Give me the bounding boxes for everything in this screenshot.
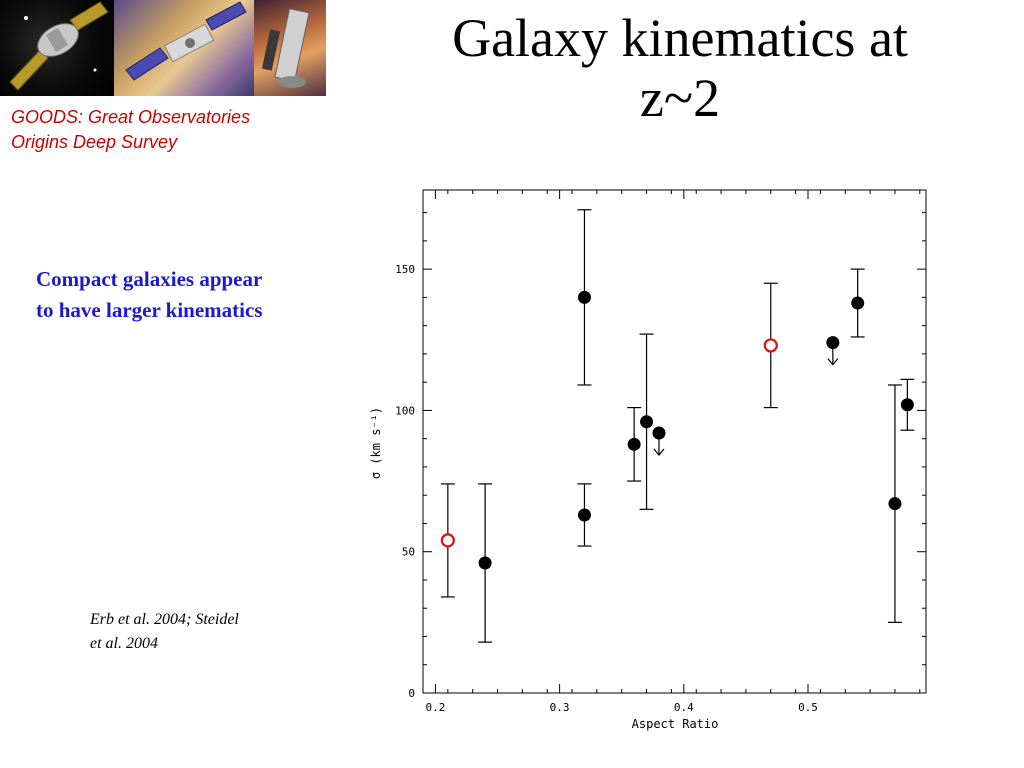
y-tick-label: 50 bbox=[402, 546, 415, 559]
data-point-filled bbox=[652, 426, 666, 440]
data-point-filled bbox=[577, 290, 591, 304]
data-point-open bbox=[440, 533, 455, 548]
data-point-filled bbox=[826, 336, 840, 350]
key-point-line-1: Compact galaxies appear bbox=[36, 267, 263, 291]
data-point-filled bbox=[900, 398, 914, 412]
slide-title: Galaxy kinematics at z~2 bbox=[360, 8, 1000, 128]
goods-line-1: GOODS: Great Observatories bbox=[11, 107, 251, 127]
citation: Erb et al. 2004; Steidel et al. 2004 bbox=[90, 608, 290, 656]
key-point: Compact galaxies appear to have larger k… bbox=[36, 264, 263, 326]
data-point-filled bbox=[627, 437, 641, 451]
x-tick-label: 0.4 bbox=[674, 701, 694, 714]
citation-line-1: Erb et al. 2004; Steidel bbox=[90, 611, 239, 628]
goods-line-2: Origins Deep Survey bbox=[11, 132, 178, 152]
x-tick-label: 0.2 bbox=[425, 701, 445, 714]
y-tick-label: 0 bbox=[408, 687, 415, 700]
y-tick-label: 150 bbox=[395, 263, 415, 276]
data-point-filled bbox=[640, 415, 654, 429]
x-axis-label: Aspect Ratio bbox=[632, 717, 719, 731]
upper-limit-arrowhead bbox=[827, 358, 839, 366]
y-tick-label: 100 bbox=[395, 404, 415, 417]
header-banner bbox=[0, 0, 326, 96]
goods-caption: GOODS: Great Observatories Origins Deep … bbox=[11, 105, 250, 155]
data-point-filled bbox=[478, 556, 492, 570]
data-point-filled bbox=[577, 508, 591, 522]
satellite-image-2 bbox=[114, 0, 254, 96]
upper-limit-arrowhead bbox=[653, 448, 665, 456]
citation-line-2: et al. 2004 bbox=[90, 635, 158, 652]
key-point-line-2: to have larger kinematics bbox=[36, 298, 263, 322]
satellite-image-3 bbox=[254, 0, 326, 96]
data-point-filled bbox=[888, 497, 902, 511]
x-tick-label: 0.5 bbox=[798, 701, 818, 714]
y-axis-label: σ (km s⁻¹) bbox=[369, 407, 383, 479]
satellite-image-1 bbox=[0, 0, 114, 96]
plot-frame bbox=[422, 189, 927, 694]
slide-title-line-2: z~2 bbox=[639, 68, 721, 128]
x-tick-label: 0.3 bbox=[550, 701, 570, 714]
data-point-filled bbox=[851, 296, 865, 310]
data-point-open bbox=[763, 338, 778, 353]
slide-title-line-1: Galaxy kinematics at bbox=[452, 8, 908, 68]
